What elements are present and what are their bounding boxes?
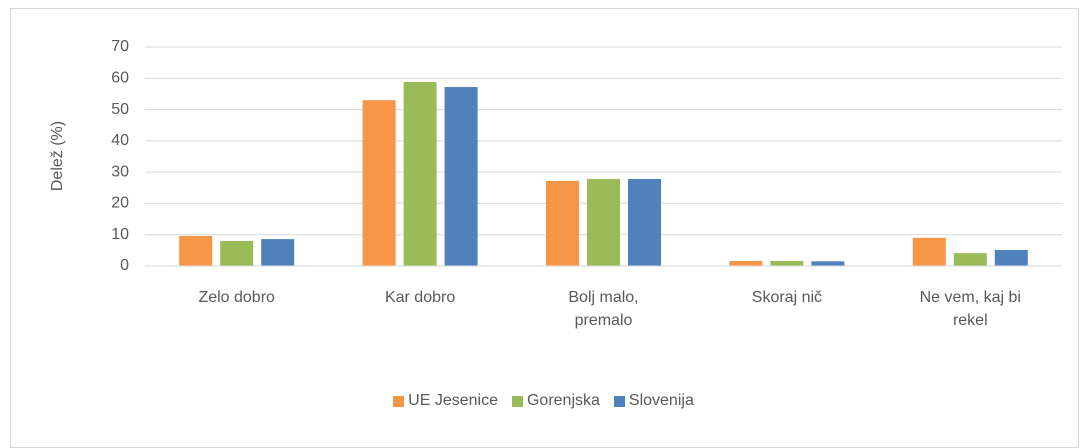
y-tick-label: 30	[111, 163, 129, 180]
x-tick-label: Bolj malo, premalo	[568, 289, 639, 329]
bar	[628, 179, 661, 266]
y-tick-label: 20	[111, 195, 129, 212]
y-tick-label: 60	[111, 70, 129, 87]
bar	[994, 250, 1028, 266]
bar	[729, 260, 763, 266]
y-tick-label: 70	[111, 38, 129, 55]
bar	[811, 261, 845, 266]
x-tick-label: Zelo dobro	[198, 289, 275, 306]
legend-swatch	[613, 395, 625, 407]
plot: Delež (%) 0 10 20 30 40 50 60 70	[49, 38, 1062, 274]
legend-swatch	[511, 395, 523, 407]
legend: UE Jesenice Gorenjska Slovenija	[0, 392, 1087, 410]
x-tick-label: Ne vem, kaj bi rekel	[919, 289, 1021, 329]
y-axis-label: Delež (%)	[49, 121, 66, 191]
bar	[403, 82, 437, 266]
legend-swatch	[393, 395, 405, 407]
y-tick-label: 40	[111, 132, 129, 149]
legend-item: Gorenjska	[511, 392, 600, 410]
bar	[261, 239, 295, 266]
y-tick-label: 10	[111, 226, 129, 243]
legend-label: Gorenjska	[526, 392, 600, 409]
bar	[912, 237, 946, 266]
bar	[587, 179, 620, 266]
bar	[179, 235, 213, 266]
legend-item: UE Jesenice	[393, 392, 498, 410]
legend-item: Slovenija	[613, 392, 694, 410]
y-tick-label: 0	[120, 257, 129, 274]
bar	[546, 180, 579, 266]
chart: Delež (%) 0 10 20 30 40 50 60 70 UE Jesenice Gor…	[0, 8, 1087, 448]
bar	[362, 100, 396, 266]
bar	[220, 240, 254, 266]
bar	[953, 253, 987, 266]
legend-label: UE Jesenice	[408, 392, 498, 409]
x-tick-label: Kar dobro	[384, 289, 456, 306]
bar	[444, 87, 478, 266]
legend-label: Slovenija	[628, 392, 694, 409]
x-tick-label: Skoraj nič	[751, 289, 823, 306]
bar	[770, 260, 804, 266]
y-tick-label: 50	[111, 101, 129, 118]
